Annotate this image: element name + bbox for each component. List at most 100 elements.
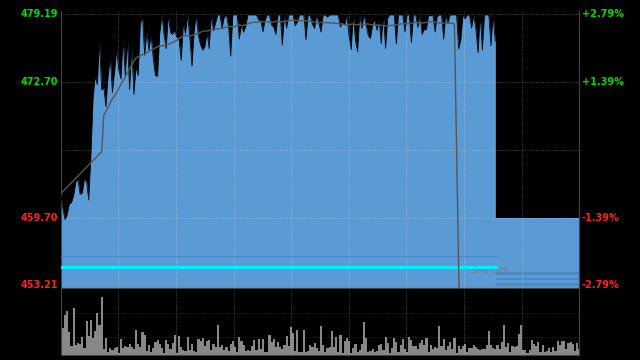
Bar <box>129 344 131 355</box>
Bar <box>380 344 382 355</box>
Bar <box>266 352 268 355</box>
Bar <box>79 344 81 355</box>
Bar <box>105 338 107 355</box>
Bar <box>561 341 563 355</box>
Text: -2.79%: -2.79% <box>582 280 620 291</box>
Bar <box>284 345 285 355</box>
Bar <box>298 352 301 355</box>
Bar <box>438 325 440 355</box>
Bar <box>541 345 544 355</box>
Bar <box>282 349 284 355</box>
Bar <box>434 347 436 355</box>
Bar <box>294 351 296 355</box>
Bar <box>574 351 576 355</box>
Bar <box>337 352 339 355</box>
Bar <box>161 348 163 355</box>
Text: sina.com: sina.com <box>472 266 509 275</box>
Bar <box>83 348 86 355</box>
Bar <box>176 353 178 355</box>
Bar <box>318 351 320 355</box>
Bar <box>456 353 458 355</box>
Bar <box>163 353 165 355</box>
Bar <box>296 330 298 355</box>
Bar <box>483 349 486 355</box>
Bar <box>572 344 574 355</box>
Bar <box>426 338 428 355</box>
Bar <box>184 351 187 355</box>
Bar <box>191 344 193 355</box>
Bar <box>520 325 522 355</box>
Bar <box>212 345 214 355</box>
Bar <box>277 342 279 355</box>
Bar <box>391 348 393 355</box>
Bar <box>527 353 529 355</box>
Bar <box>182 350 184 355</box>
Bar <box>404 348 406 355</box>
Bar <box>486 345 488 355</box>
Bar <box>557 341 559 355</box>
Text: -1.39%: -1.39% <box>582 212 620 222</box>
Bar <box>99 325 100 355</box>
Bar <box>62 328 64 355</box>
Bar <box>397 352 399 355</box>
Bar <box>367 352 369 355</box>
Bar <box>432 349 434 355</box>
Bar <box>509 352 511 355</box>
Bar <box>568 343 570 355</box>
Bar <box>120 339 122 355</box>
Bar <box>77 343 79 355</box>
Bar <box>96 312 99 355</box>
Bar <box>507 343 509 355</box>
Bar <box>348 341 350 355</box>
Bar <box>481 349 483 355</box>
Bar <box>389 352 391 355</box>
Bar <box>268 335 271 355</box>
Bar <box>202 338 204 355</box>
Bar <box>208 339 211 355</box>
Bar <box>550 352 552 355</box>
Bar <box>344 341 346 355</box>
Bar <box>537 342 540 355</box>
Bar <box>352 348 355 355</box>
Bar <box>445 350 447 355</box>
Bar <box>75 345 77 355</box>
Bar <box>462 346 464 355</box>
Bar <box>288 346 290 355</box>
Bar <box>475 347 477 355</box>
Bar <box>113 348 116 355</box>
Bar <box>111 350 113 355</box>
Bar <box>350 353 352 355</box>
Bar <box>410 340 413 355</box>
Bar <box>578 349 580 355</box>
Bar <box>195 352 197 355</box>
Bar <box>307 351 309 355</box>
Bar <box>227 351 230 355</box>
Bar <box>86 321 88 355</box>
Bar <box>241 341 243 355</box>
Bar <box>217 325 219 355</box>
Bar <box>204 346 206 355</box>
Bar <box>170 349 172 355</box>
Bar <box>292 333 294 355</box>
Bar <box>413 346 415 355</box>
Bar <box>361 343 363 355</box>
Bar <box>173 335 176 355</box>
Bar <box>451 350 453 355</box>
Bar <box>374 352 376 355</box>
Bar <box>214 347 217 355</box>
Bar <box>140 347 141 355</box>
Bar <box>453 338 456 355</box>
Bar <box>440 346 443 355</box>
Bar <box>127 347 129 355</box>
Bar <box>249 351 251 355</box>
Bar <box>247 350 249 355</box>
Bar <box>419 343 421 355</box>
Bar <box>146 351 148 355</box>
Bar <box>253 339 255 355</box>
Bar <box>540 352 541 355</box>
Bar <box>150 352 152 355</box>
Bar <box>535 346 537 355</box>
Bar <box>238 337 241 355</box>
Bar <box>470 348 473 355</box>
Bar <box>492 348 494 355</box>
